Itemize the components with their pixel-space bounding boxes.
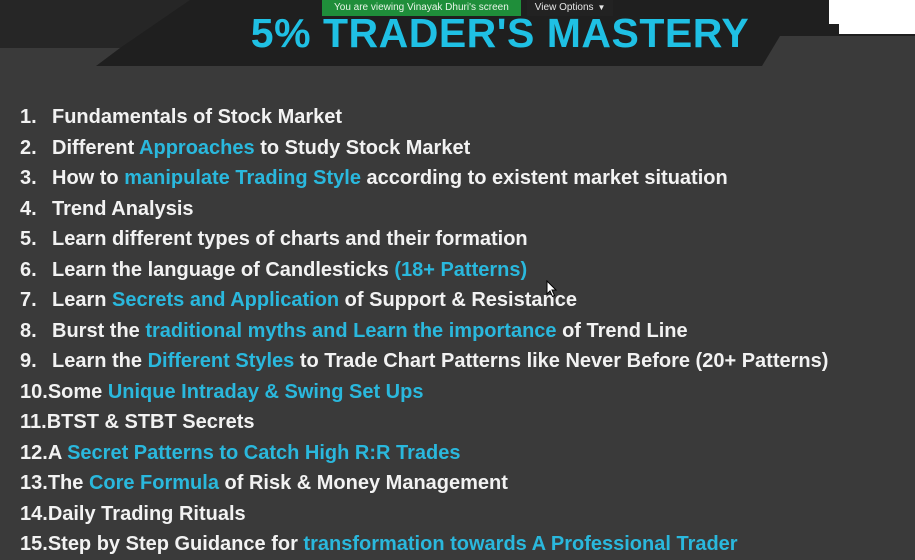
list-item: 11. BTST & STBT Secrets bbox=[20, 407, 828, 438]
item-text-segment: to Trade Chart Patterns like Never Befor… bbox=[294, 350, 829, 372]
item-text-segment: How to bbox=[52, 167, 125, 189]
item-text-segment: Learn the bbox=[52, 350, 148, 372]
item-number: 4. bbox=[20, 197, 37, 220]
item-highlight: Secret Patterns to Catch High R:R Trades bbox=[67, 441, 461, 464]
item-number: 7. bbox=[20, 289, 37, 311]
item-text: Learn Secrets and Application of Support… bbox=[52, 285, 577, 316]
item-text: Some Unique Intraday & Swing Set Ups bbox=[48, 377, 424, 408]
item-text: BTST & STBT Secrets bbox=[47, 407, 255, 438]
list-item: 1. Fundamentals of Stock Market bbox=[20, 102, 828, 133]
list-item: 13. The Core Formula of Risk & Money Mana… bbox=[20, 468, 828, 499]
item-highlight: manipulate Trading Style bbox=[124, 167, 361, 189]
item-text: Different Approaches to Study Stock Mark… bbox=[52, 133, 470, 164]
item-number: 6. bbox=[20, 258, 37, 281]
item-text-segment: BTST & STBT Secrets bbox=[46, 411, 255, 433]
item-number: 8. bbox=[20, 319, 37, 342]
item-text-segment: Learn different types of charts and thei… bbox=[52, 228, 528, 250]
list-item: 8. Burst the traditional myths and Learn … bbox=[20, 316, 828, 347]
item-number: 13. bbox=[20, 472, 48, 494]
item-number: 15. bbox=[20, 533, 48, 555]
item-text-segment: Learn the language of Candlesticks bbox=[52, 258, 395, 281]
list-item: 5. Learn different types of charts and th… bbox=[20, 224, 828, 255]
item-text: Learn different types of charts and thei… bbox=[52, 224, 528, 255]
list-item: 3. How to manipulate Trading Style accord… bbox=[20, 163, 828, 194]
item-text-segment: of Trend Line bbox=[556, 319, 688, 342]
slide-title: 5% TRADER'S MASTERY bbox=[250, 10, 750, 56]
item-text-segment: Learn bbox=[52, 289, 113, 311]
view-options-button[interactable]: View Options ▼ bbox=[526, 0, 614, 16]
item-text-segment: of Risk & Money Management bbox=[218, 472, 508, 494]
item-number: 14. bbox=[20, 502, 48, 525]
item-text: Fundamentals of Stock Market bbox=[52, 102, 342, 133]
item-text: The Core Formula of Risk & Money Managem… bbox=[48, 468, 508, 499]
list-item: 2. Different Approaches to Study Stock Ma… bbox=[20, 133, 828, 164]
item-text: Step by Step Guidance for transformation… bbox=[48, 529, 738, 560]
mouse-cursor-icon bbox=[546, 280, 558, 298]
item-highlight: Different Styles bbox=[147, 350, 295, 372]
item-text-segment: of Support & Resistance bbox=[339, 289, 577, 311]
item-text-segment: A bbox=[47, 441, 68, 464]
list-item: 14. Daily Trading Rituals bbox=[20, 499, 828, 530]
item-highlight: Core Formula bbox=[88, 472, 219, 494]
header-decoration bbox=[0, 0, 915, 66]
list-item: 6. Learn the language of Candlesticks (18… bbox=[20, 255, 828, 286]
item-highlight: Secrets and Application bbox=[112, 289, 340, 311]
item-text: A Secret Patterns to Catch High R:R Trad… bbox=[48, 438, 461, 469]
item-highlight: traditional myths and Learn the importan… bbox=[145, 319, 557, 342]
item-highlight: transformation towards A Professional Tr… bbox=[303, 533, 738, 555]
list-item: 12. A Secret Patterns to Catch High R:R T… bbox=[20, 438, 828, 469]
item-text: Learn the Different Styles to Trade Char… bbox=[52, 346, 828, 377]
item-number: 2. bbox=[20, 136, 37, 159]
list-item: 4. Trend Analysis bbox=[20, 194, 828, 225]
item-number: 1. bbox=[20, 106, 37, 128]
item-text-segment: Burst the bbox=[52, 319, 146, 342]
item-text: Learn the language of Candlesticks (18+ … bbox=[52, 255, 527, 286]
item-highlight: (18+ Patterns) bbox=[394, 258, 528, 281]
item-text-segment: Different bbox=[52, 136, 140, 159]
list-item: 7. Learn Secrets and Application of Suppo… bbox=[20, 285, 828, 316]
chevron-down-icon: ▼ bbox=[597, 3, 606, 12]
screen-share-banner: You are viewing Vinayak Dhuri's screen V… bbox=[322, 0, 614, 16]
item-number: 9. bbox=[20, 350, 37, 372]
item-number: 3. bbox=[20, 167, 37, 189]
blank-region-lower bbox=[839, 24, 915, 34]
item-text: Trend Analysis bbox=[52, 194, 194, 225]
item-number: 12. bbox=[20, 441, 48, 464]
topic-list: 1. Fundamentals of Stock Market 2. Differen… bbox=[20, 102, 828, 560]
item-number: 5. bbox=[20, 228, 37, 250]
item-text: Burst the traditional myths and Learn th… bbox=[52, 316, 688, 347]
list-item: 9. Learn the Different Styles to Trade Ch… bbox=[20, 346, 828, 377]
list-item: 15. Step by Step Guidance for transformat… bbox=[20, 529, 828, 560]
item-highlight: Approaches bbox=[139, 136, 255, 159]
item-number: 11. bbox=[20, 411, 47, 433]
viewing-status: You are viewing Vinayak Dhuri's screen bbox=[322, 0, 521, 16]
item-text-segment: according to existent market situation bbox=[360, 167, 728, 189]
view-options-label: View Options bbox=[534, 2, 594, 13]
item-highlight: Unique Intraday & Swing Set Ups bbox=[107, 380, 424, 403]
item-text: Daily Trading Rituals bbox=[48, 499, 246, 530]
item-text-segment: Daily Trading Rituals bbox=[47, 502, 246, 525]
item-text-segment: to Study Stock Market bbox=[254, 136, 471, 159]
list-item: 10. Some Unique Intraday & Swing Set Ups bbox=[20, 377, 828, 408]
blank-region bbox=[829, 0, 915, 24]
item-text-segment: Trend Analysis bbox=[52, 197, 194, 220]
item-text-segment: Some bbox=[47, 380, 108, 403]
item-number: 10. bbox=[20, 380, 48, 403]
item-text-segment: Fundamentals of Stock Market bbox=[52, 106, 343, 128]
item-text-segment: The bbox=[47, 472, 89, 494]
item-text-segment: Step by Step Guidance for bbox=[47, 533, 304, 555]
item-text: How to manipulate Trading Style accordin… bbox=[52, 163, 728, 194]
